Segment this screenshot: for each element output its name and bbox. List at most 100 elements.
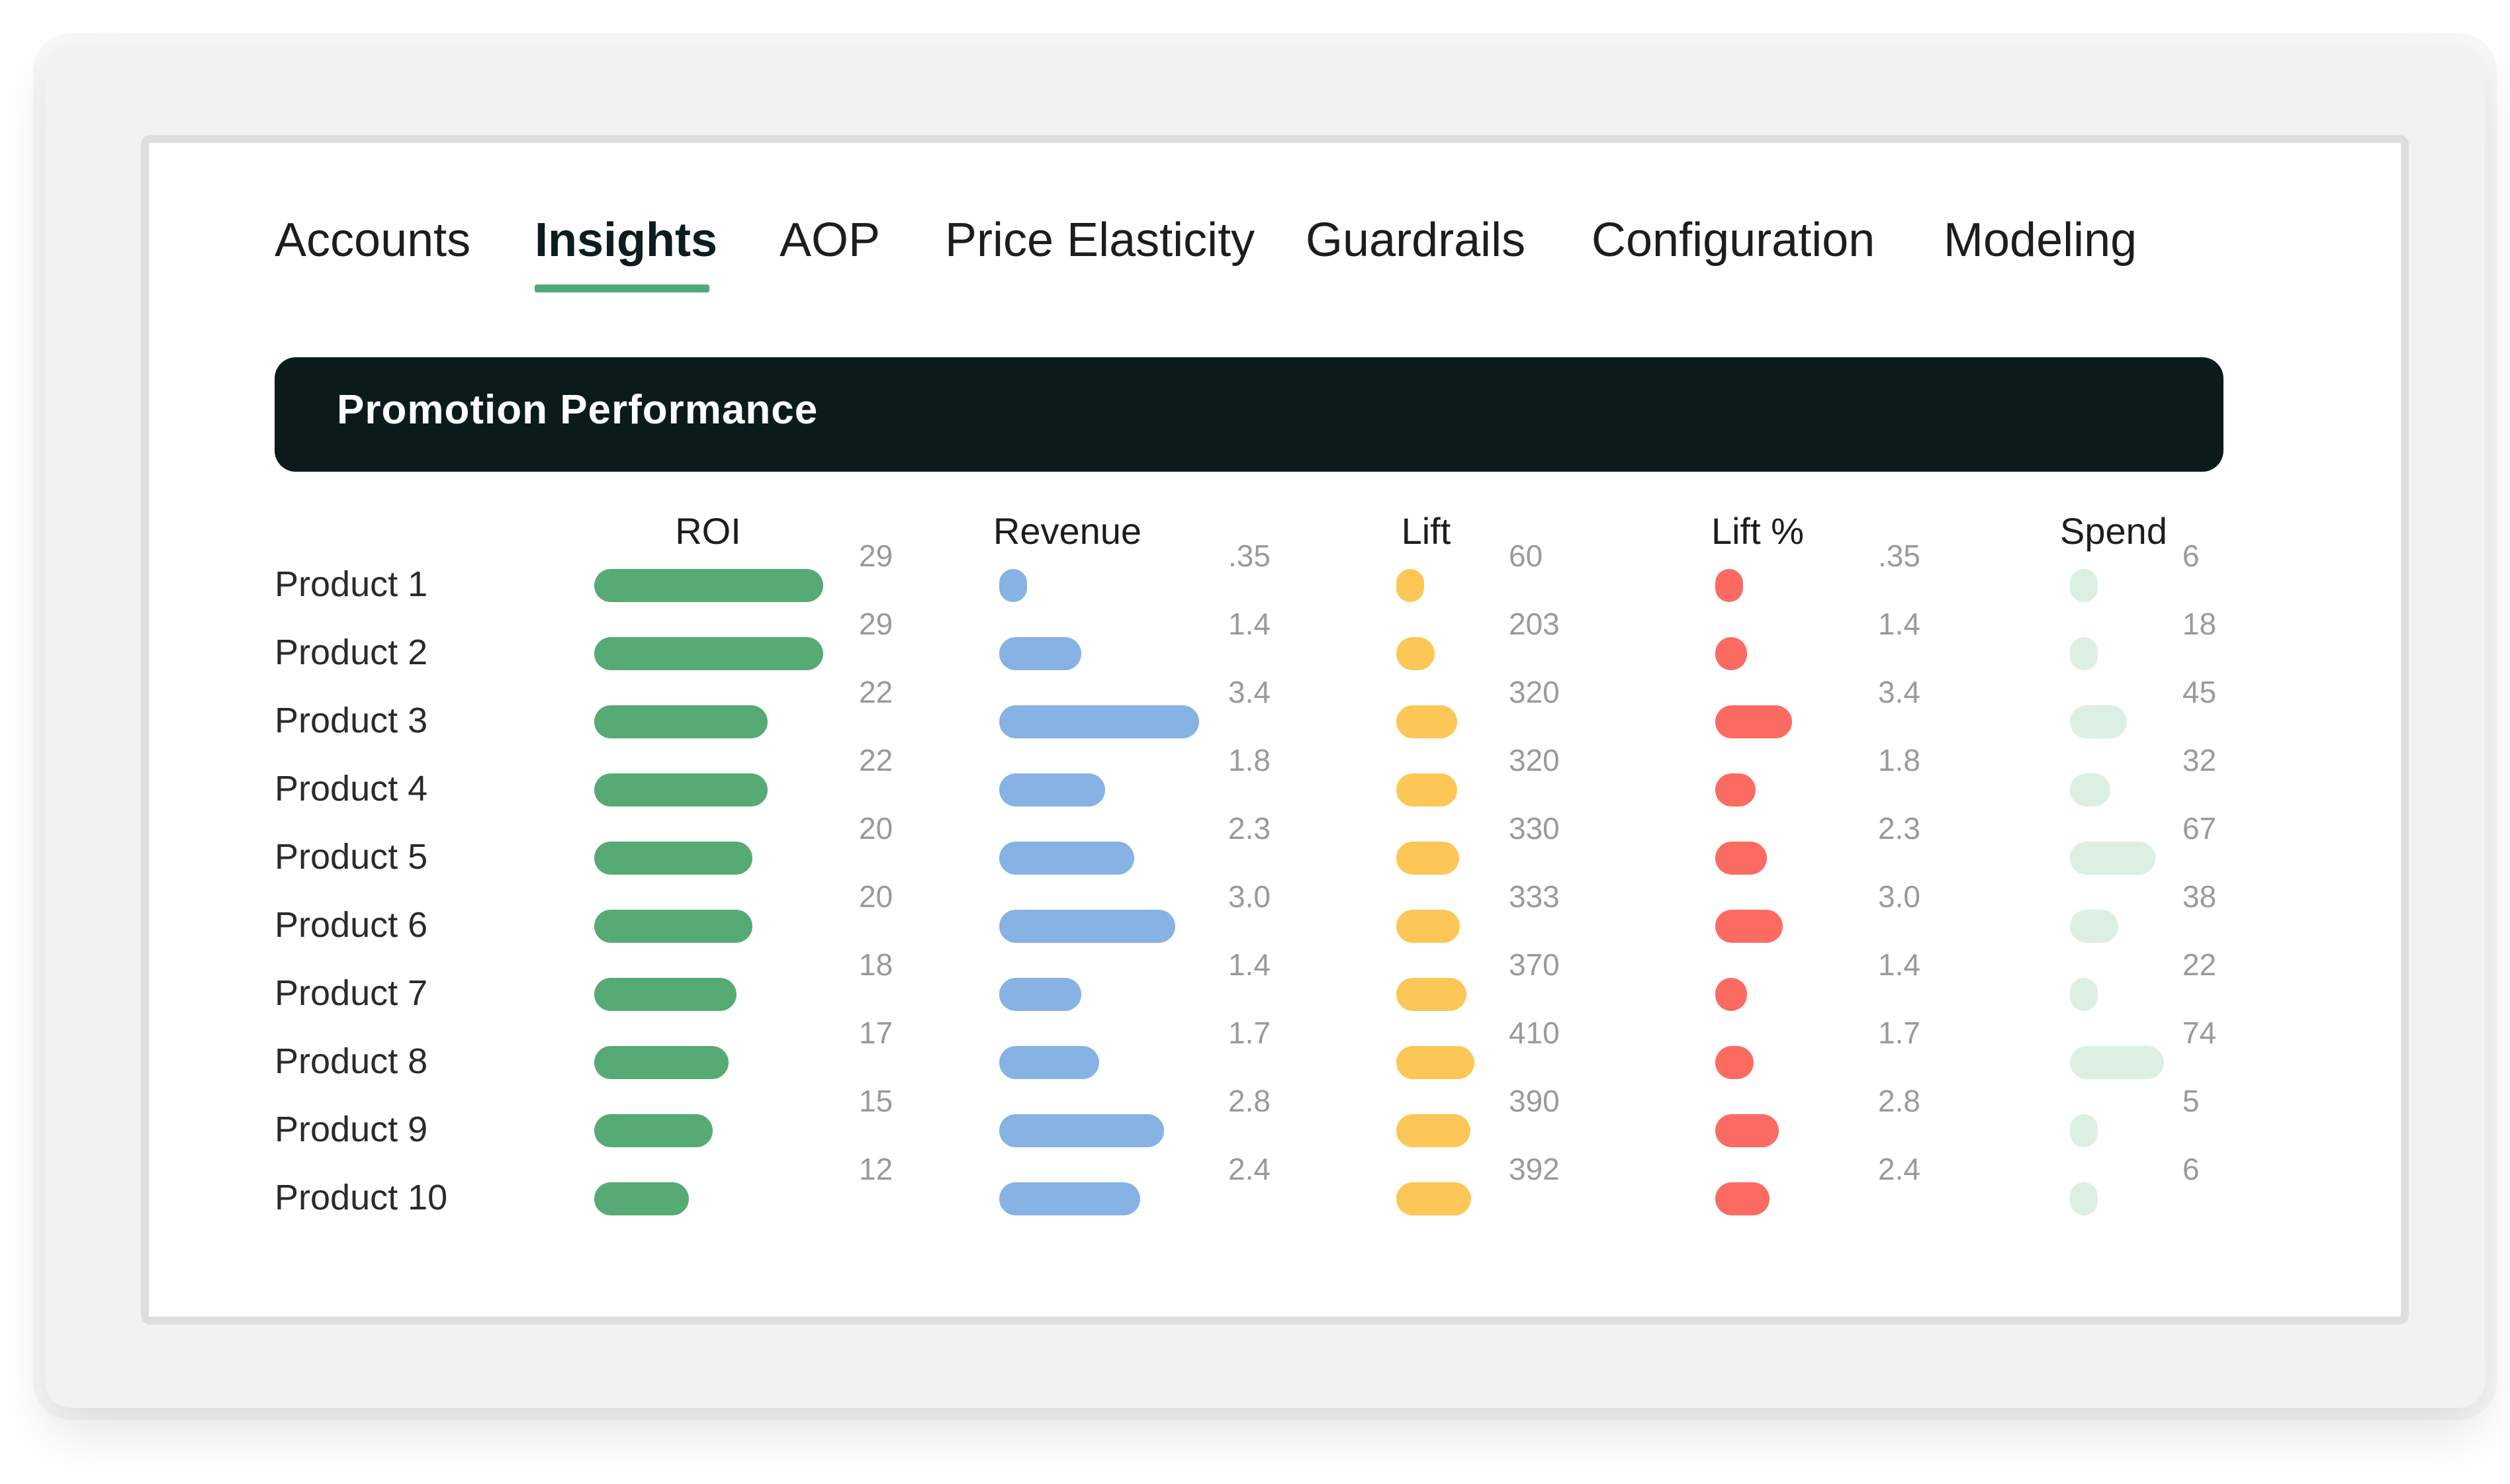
tab-insights[interactable]: Insights xyxy=(535,214,718,267)
lift-pct-bar xyxy=(1715,1046,1754,1079)
active-tab-indicator xyxy=(535,284,709,292)
spend-value: 67 xyxy=(2182,811,2217,846)
tab-configuration[interactable]: Configuration xyxy=(1591,214,1875,267)
spend-value: 45 xyxy=(2182,675,2217,709)
lift-pct-value: 1.4 xyxy=(1878,947,1920,982)
tab-modeling[interactable]: Modeling xyxy=(1944,214,2137,267)
revenue-value: 2.8 xyxy=(1228,1084,1271,1118)
row-label: Product 5 xyxy=(275,837,428,877)
lift-pct-value: 3.0 xyxy=(1878,879,1920,914)
lift-bar xyxy=(1396,978,1467,1011)
lift-pct-bar xyxy=(1715,842,1768,875)
row-label: Product 10 xyxy=(275,1178,448,1217)
spend-bar xyxy=(2070,569,2098,602)
roi-bar xyxy=(594,1114,713,1147)
lift-pct-value: 1.4 xyxy=(1878,607,1920,641)
lift-bar xyxy=(1396,1046,1474,1079)
roi-bar xyxy=(594,1182,690,1215)
spend-value: 6 xyxy=(2182,1152,2200,1186)
revenue-bar xyxy=(999,773,1105,807)
roi-value: 17 xyxy=(859,1016,893,1050)
spend-bar xyxy=(2070,705,2128,738)
spend-bar xyxy=(2070,910,2118,943)
revenue-bar xyxy=(999,1046,1099,1079)
spend-value: 22 xyxy=(2182,947,2217,982)
lift-bar xyxy=(1396,842,1459,875)
column-header-revenue: Revenue xyxy=(993,510,1142,552)
lift-pct-bar xyxy=(1715,705,1792,738)
revenue-value: 1.7 xyxy=(1228,1016,1271,1050)
revenue-bar xyxy=(999,1114,1164,1147)
roi-bar xyxy=(594,910,752,943)
lift-pct-bar xyxy=(1715,1182,1770,1215)
lift-pct-value: 2.8 xyxy=(1878,1084,1920,1118)
roi-value: 22 xyxy=(859,675,893,709)
spend-bar xyxy=(2070,773,2111,807)
tab-accounts[interactable]: Accounts xyxy=(275,214,471,267)
column-header-roi: ROI xyxy=(675,510,741,552)
revenue-value: .35 xyxy=(1228,539,1271,573)
roi-bar xyxy=(594,842,752,875)
tab-guardrails[interactable]: Guardrails xyxy=(1306,214,1526,267)
lift-value: 390 xyxy=(1509,1084,1560,1118)
lift-pct-bar xyxy=(1715,637,1747,670)
lift-value: 60 xyxy=(1509,539,1543,573)
column-header-lift: Lift xyxy=(1401,510,1451,552)
spend-value: 5 xyxy=(2182,1084,2200,1118)
roi-bar xyxy=(594,978,737,1011)
spend-bar xyxy=(2070,1114,2098,1147)
lift-pct-bar xyxy=(1715,1114,1779,1147)
revenue-bar xyxy=(999,978,1082,1011)
spend-bar xyxy=(2070,637,2098,670)
roi-bar xyxy=(594,773,768,807)
spend-bar xyxy=(2070,1046,2164,1079)
lift-pct-value: 1.8 xyxy=(1878,743,1920,777)
spend-bar xyxy=(2070,978,2098,1011)
lift-pct-value: 2.3 xyxy=(1878,811,1920,846)
lift-pct-bar xyxy=(1715,773,1756,807)
row-label: Product 6 xyxy=(275,905,428,945)
roi-bar xyxy=(594,569,823,602)
lift-value: 392 xyxy=(1509,1152,1560,1186)
lift-value: 370 xyxy=(1509,947,1560,982)
spend-bar xyxy=(2070,842,2155,875)
lift-bar xyxy=(1396,637,1435,670)
revenue-value: 2.4 xyxy=(1228,1152,1271,1186)
column-header-spend: Spend xyxy=(2060,510,2167,552)
revenue-bar xyxy=(999,1182,1141,1215)
spend-value: 74 xyxy=(2182,1016,2217,1050)
revenue-bar xyxy=(999,637,1082,670)
column-header-lift-pct: Lift % xyxy=(1711,510,1805,552)
lift-pct-value: 3.4 xyxy=(1878,675,1920,709)
revenue-value: 2.3 xyxy=(1228,811,1271,846)
lift-value: 203 xyxy=(1509,607,1560,641)
lift-pct-value: .35 xyxy=(1878,539,1920,573)
roi-value: 15 xyxy=(859,1084,893,1118)
lift-pct-value: 1.7 xyxy=(1878,1016,1920,1050)
promotion-performance-header: Promotion Performance xyxy=(275,357,2223,472)
roi-value: 20 xyxy=(859,811,893,846)
row-label: Product 3 xyxy=(275,701,428,740)
lift-pct-value: 2.4 xyxy=(1878,1152,1920,1186)
row-label: Product 8 xyxy=(275,1041,428,1081)
lift-value: 330 xyxy=(1509,811,1560,846)
revenue-value: 1.4 xyxy=(1228,947,1271,982)
tab-aop[interactable]: AOP xyxy=(780,214,881,267)
spend-bar xyxy=(2070,1182,2098,1215)
spend-value: 38 xyxy=(2182,879,2217,914)
lift-bar xyxy=(1396,705,1458,738)
lift-pct-bar xyxy=(1715,978,1747,1011)
roi-bar xyxy=(594,705,768,738)
spend-value: 18 xyxy=(2182,607,2217,641)
roi-value: 20 xyxy=(859,879,893,914)
roi-value: 22 xyxy=(859,743,893,777)
roi-value: 29 xyxy=(859,539,893,573)
revenue-value: 3.4 xyxy=(1228,675,1271,709)
tab-price-elasticity[interactable]: Price Elasticity xyxy=(945,214,1255,267)
roi-value: 12 xyxy=(859,1152,893,1186)
revenue-value: 1.8 xyxy=(1228,743,1271,777)
spend-value: 32 xyxy=(2182,743,2217,777)
row-label: Product 7 xyxy=(275,973,428,1013)
lift-bar xyxy=(1396,1182,1471,1215)
revenue-bar xyxy=(999,842,1135,875)
